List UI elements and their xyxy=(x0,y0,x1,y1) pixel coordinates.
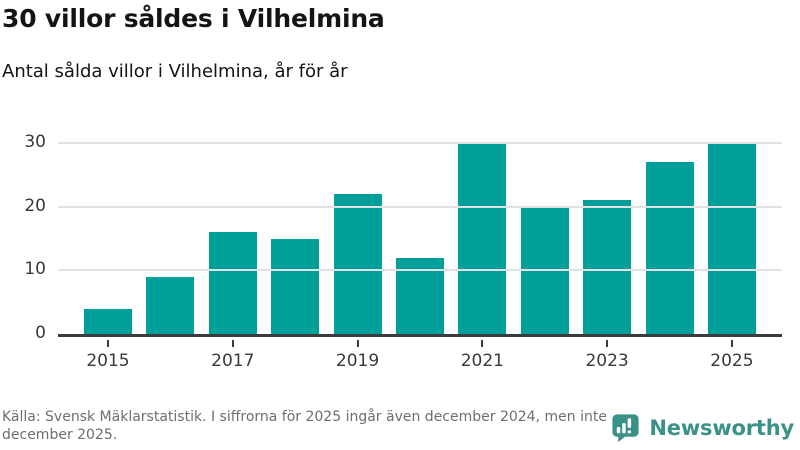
bar-slot-2025 xyxy=(707,143,756,334)
bar-slot-2016 xyxy=(146,143,195,334)
bar-2015 xyxy=(84,308,132,334)
bar-2019 xyxy=(333,193,382,334)
source-note: Källa: Svensk Mäklarstatistik. I siffror… xyxy=(2,409,607,443)
x-slot-2024 xyxy=(646,340,694,371)
x-slot-2020 xyxy=(396,340,444,371)
x-axis-label-2017: 2017 xyxy=(211,351,255,371)
bar-2025 xyxy=(707,143,756,334)
newsworthy-brand[interactable]: Newsworthy xyxy=(610,412,794,443)
bar-slot-2019 xyxy=(333,143,382,334)
bar-slot-2018 xyxy=(271,143,320,334)
x-slot-2021: 2021 xyxy=(458,340,506,371)
bar-2023 xyxy=(583,200,632,334)
gridline-30 xyxy=(58,142,782,144)
bar-slot-2020 xyxy=(395,143,444,334)
y-axis-label-10: 10 xyxy=(24,259,46,280)
y-axis-label-0: 0 xyxy=(35,323,46,343)
x-axis-label-2023: 2023 xyxy=(585,351,629,371)
x-slot-2016 xyxy=(146,340,194,371)
bar-2024 xyxy=(645,162,694,334)
gridline-20 xyxy=(58,205,782,208)
x-axis-label-2025: 2025 xyxy=(710,351,754,371)
newsworthy-logo-icon xyxy=(612,414,639,443)
bar-slot-2021 xyxy=(458,143,507,334)
x-axis-label-2021: 2021 xyxy=(460,351,504,371)
x-slot-2018 xyxy=(271,340,319,371)
bar-slot-2022 xyxy=(520,143,569,334)
bar-2018 xyxy=(271,238,320,334)
bar-slot-2017 xyxy=(208,143,257,334)
newsworthy-wordmark: Newsworthy xyxy=(649,415,794,440)
x-tick-2015 xyxy=(107,340,109,347)
bar-2021 xyxy=(458,143,507,334)
x-axis-label-2019: 2019 xyxy=(335,351,380,371)
x-slot-2017: 2017 xyxy=(209,340,257,371)
bar-slot-2023 xyxy=(583,143,632,334)
x-slot-2019: 2019 xyxy=(334,340,382,371)
chart-title: 30 villor såldes i Vilhelmina xyxy=(2,4,385,33)
plot-area: 0 10 20 30 xyxy=(24,133,782,342)
bars xyxy=(58,143,782,334)
bar-2016 xyxy=(146,276,195,334)
x-tick-2025 xyxy=(730,340,733,347)
gridline-10 xyxy=(58,269,782,272)
x-axis: 2015 2017 2019 2021 2023 2025 xyxy=(58,340,782,371)
x-axis-label-2015: 2015 xyxy=(86,351,130,371)
y-axis-label-20: 20 xyxy=(24,195,46,216)
y-axis-label-30: 30 xyxy=(24,132,46,152)
x-tick-2023 xyxy=(606,340,609,347)
x-tick-2017 xyxy=(231,340,234,347)
x-tick-2021 xyxy=(481,340,484,347)
bar-slot-2015 xyxy=(84,143,132,334)
bar-2017 xyxy=(208,232,257,334)
x-slot-2015: 2015 xyxy=(84,340,132,371)
bar-slot-2024 xyxy=(645,143,694,334)
x-slot-2023: 2023 xyxy=(583,340,631,371)
x-tick-2019 xyxy=(356,340,359,347)
chart-subtitle: Antal sålda villor i Vilhelmina, år för … xyxy=(2,61,348,82)
x-slot-2025: 2025 xyxy=(708,340,756,371)
x-slot-2022 xyxy=(521,340,569,371)
